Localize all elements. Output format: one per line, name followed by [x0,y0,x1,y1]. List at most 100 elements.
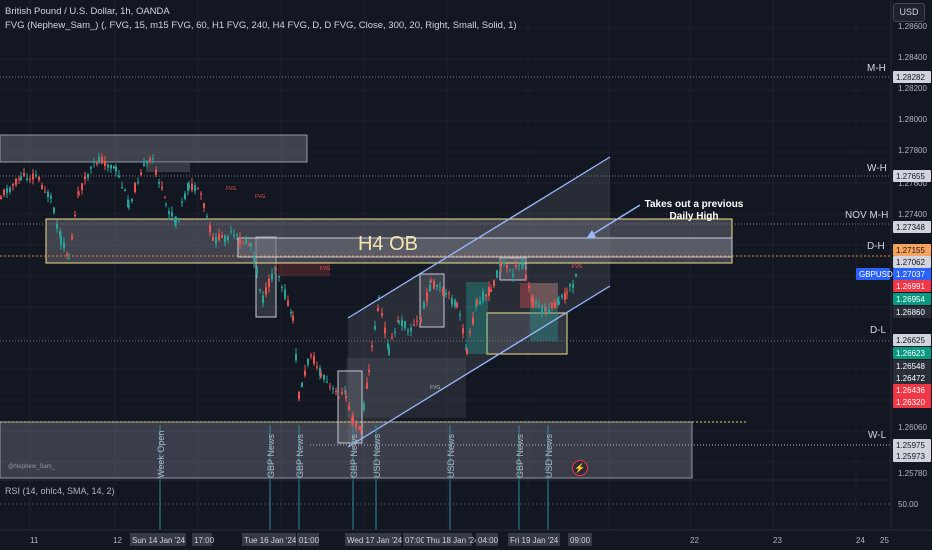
candle-body [295,354,297,361]
candle-body [366,382,368,389]
candle-body [368,369,370,372]
fvg-box [486,312,568,355]
candle-body [224,235,226,242]
candle-body [548,308,550,313]
candle-body [522,263,524,266]
candle-body [131,198,133,201]
channel-lower-line[interactable] [347,285,611,448]
time-tick: 11 [30,536,39,545]
price-tag-bg [893,372,931,384]
candle-body [439,287,441,289]
candle-body [404,320,406,329]
price-tag-bg [893,384,931,396]
candle-body [490,289,492,292]
news-marker-label: Week Open [156,431,166,478]
price-tag: 1.26954 [896,295,925,304]
watermark: @Nephew_Sam_ [8,464,56,470]
candle-body [47,191,49,198]
candle-body [275,268,277,270]
candle-body [78,193,80,195]
candle-body [496,270,498,278]
candle-body [259,289,261,291]
candle-body [115,166,117,172]
candle-body [445,292,447,295]
candle-body [531,297,533,302]
candle-body [221,235,223,238]
candle-body [98,156,100,162]
fvg-box [337,370,363,444]
candle-body [101,156,103,164]
price-tick: 1.26060 [898,423,927,432]
candle-body [430,280,432,283]
candle-body [29,178,31,180]
candle-body [479,301,481,305]
candle-body [558,301,560,305]
candle-body [358,427,360,430]
candle-body [320,373,322,377]
price-tag: 1.27655 [896,172,925,181]
time-highlight: 17:00 [194,536,215,545]
candle-body [271,273,273,280]
price-tag-bg [893,256,931,268]
indicator-legend[interactable]: FVG (Nephew_Sam_) (, FVG, 15, m15 FVG, 6… [5,20,517,31]
callout-arrow [589,204,641,237]
candle-body [518,265,520,267]
candle-body [433,280,435,289]
candle-body [566,292,568,294]
candle-body [23,173,25,177]
news-marker-label: USD News [446,433,456,478]
candle-body [268,279,270,287]
candle-body [335,390,337,393]
candle-body [137,182,139,184]
alert-lightning-icon[interactable]: ⚡ [572,460,588,476]
candle-body [178,218,180,220]
price-tag-bg [893,71,931,83]
candle-body [329,386,331,388]
candle-body [93,161,95,163]
candle-body [397,320,399,322]
news-marker-label: GBP News [266,434,276,478]
time-tick: 12 [113,536,122,545]
candle-body [107,164,109,168]
candle-body [165,203,167,205]
candle-body [469,331,471,334]
fvg-label: FVG [255,194,265,200]
candle-body [451,298,453,305]
time-highlight-bg [508,533,560,546]
candle-body [164,196,166,198]
time-highlight: Wed 17 Jan '24 [347,536,403,545]
candle-body [41,185,43,189]
candle-body [127,199,129,208]
candle-body [66,254,68,256]
rsi-legend[interactable]: RSI (14, ohlc4, SMA, 14, 2) [5,486,115,496]
candle-body [149,158,151,162]
candle-body [426,292,428,302]
price-tag: 1.27155 [896,246,925,255]
price-tag-bg [893,170,931,182]
candle-body [184,193,186,199]
candle-body [35,174,37,177]
candle-body [292,315,294,321]
currency-selector[interactable]: USD [893,3,925,22]
candle-body [420,318,422,323]
candle-body [81,183,83,191]
candle-body [545,307,547,311]
candle-body [143,163,145,166]
candle-body [500,261,502,267]
candle-body [256,267,258,274]
candle-body [9,187,11,192]
candle-body [391,336,393,338]
candle-body [128,205,130,207]
candle-body [475,304,477,307]
candle-body [485,294,487,297]
candle-body [230,231,232,233]
candle-body [239,237,241,244]
ob-label: H4 OB [358,233,418,255]
price-tag-bg [893,268,931,280]
candle-body [377,308,379,311]
candle-body [50,195,52,199]
time-highlight: 09:00 [570,536,591,545]
channel-upper-line[interactable] [347,156,611,319]
fvg-label: FVG [320,266,330,272]
